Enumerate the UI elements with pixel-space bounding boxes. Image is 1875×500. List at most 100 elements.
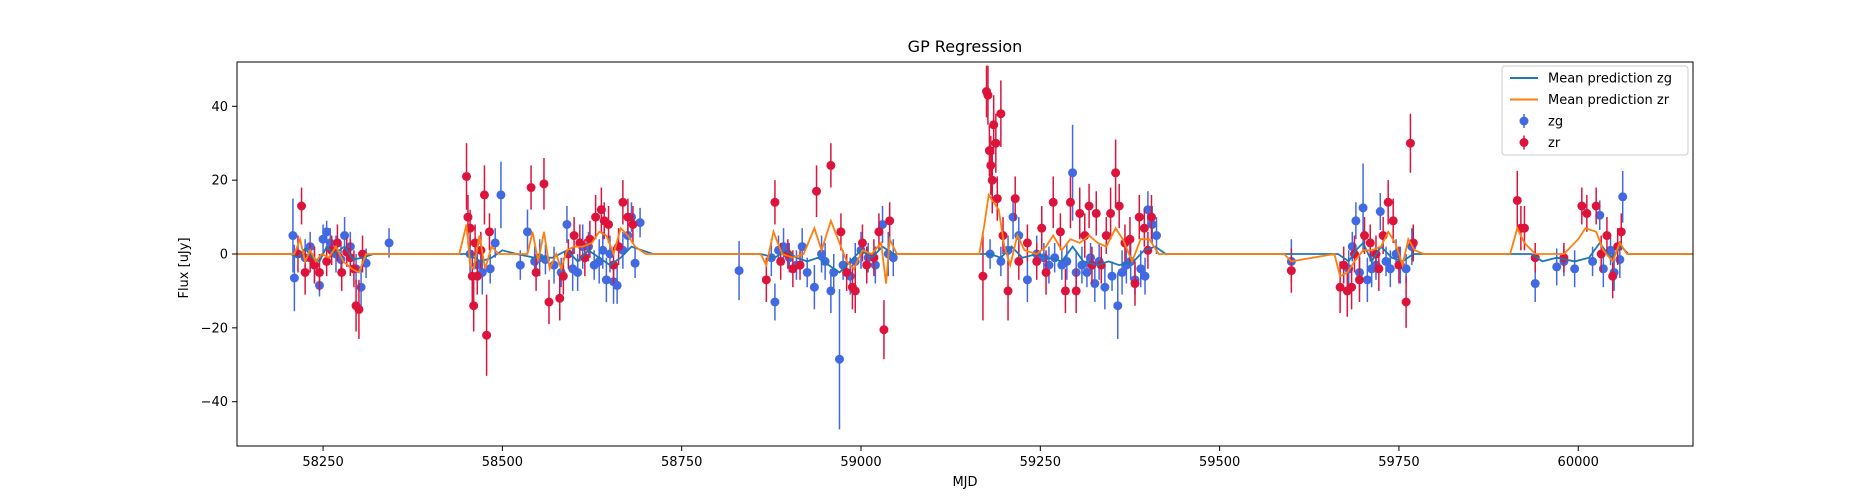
data-point bbox=[1618, 192, 1628, 202]
y-tick-label: 20 bbox=[211, 174, 228, 189]
plot-area bbox=[237, 65, 1693, 430]
data-point bbox=[1117, 267, 1127, 277]
data-point bbox=[322, 256, 332, 266]
data-point bbox=[327, 245, 337, 255]
y-tick-label: 0 bbox=[220, 248, 228, 263]
data-point bbox=[1055, 227, 1065, 237]
data-point bbox=[1383, 197, 1393, 207]
data-point bbox=[1100, 282, 1110, 292]
data-point bbox=[1570, 264, 1580, 274]
data-point bbox=[1060, 286, 1070, 296]
data-point bbox=[1084, 201, 1094, 211]
data-point bbox=[1062, 256, 1072, 266]
data-point bbox=[515, 260, 525, 270]
y-tick-label: −40 bbox=[201, 395, 228, 410]
data-point bbox=[1519, 223, 1529, 233]
data-point bbox=[1041, 267, 1051, 277]
data-point bbox=[1388, 216, 1398, 226]
data-point bbox=[1335, 282, 1345, 292]
data-point bbox=[1602, 231, 1612, 241]
data-point bbox=[761, 275, 771, 285]
data-point bbox=[1008, 212, 1018, 222]
data-point bbox=[337, 267, 347, 277]
legend-label: Mean prediction zg bbox=[1548, 72, 1672, 87]
x-tick-label: 60000 bbox=[1558, 455, 1599, 470]
data-point bbox=[1022, 275, 1032, 285]
data-point bbox=[1385, 264, 1395, 274]
x-tick-label: 58750 bbox=[661, 455, 702, 470]
data-point bbox=[591, 212, 601, 222]
data-point bbox=[1082, 267, 1092, 277]
data-point bbox=[1068, 168, 1078, 178]
data-point bbox=[987, 175, 997, 185]
data-point bbox=[834, 354, 844, 364]
data-point bbox=[1577, 201, 1587, 211]
x-tick-label: 59000 bbox=[840, 455, 881, 470]
data-point bbox=[770, 197, 780, 207]
data-point bbox=[1401, 297, 1411, 307]
data-point bbox=[297, 201, 307, 211]
data-point bbox=[1401, 264, 1411, 274]
data-point bbox=[1582, 208, 1592, 218]
data-point bbox=[795, 260, 805, 270]
data-point bbox=[1616, 227, 1626, 237]
data-point bbox=[1130, 279, 1140, 289]
legend-label: zr bbox=[1548, 136, 1561, 151]
data-point bbox=[1339, 260, 1349, 270]
data-point bbox=[289, 273, 299, 283]
data-point bbox=[1101, 231, 1111, 241]
data-point bbox=[1354, 275, 1364, 285]
data-point bbox=[318, 234, 328, 244]
data-point bbox=[469, 301, 479, 311]
data-point bbox=[1065, 197, 1075, 207]
data-point bbox=[802, 267, 812, 277]
data-point bbox=[462, 171, 472, 181]
legend-item: zg bbox=[1519, 114, 1563, 130]
x-tick-label: 59250 bbox=[1020, 455, 1061, 470]
data-point bbox=[601, 275, 611, 285]
legend-item: Mean prediction zg bbox=[1510, 72, 1672, 87]
data-point bbox=[1125, 234, 1135, 244]
data-point bbox=[1595, 210, 1605, 220]
chart-title: GP Regression bbox=[908, 37, 1023, 56]
data-point bbox=[598, 245, 608, 255]
data-point bbox=[874, 227, 884, 237]
data-point bbox=[826, 160, 836, 170]
legend: Mean prediction zg Mean prediction zr zg zr bbox=[1501, 65, 1689, 156]
data-point bbox=[1010, 194, 1020, 204]
data-point bbox=[734, 266, 744, 276]
data-point bbox=[1351, 216, 1361, 226]
data-point bbox=[604, 219, 614, 229]
data-point bbox=[996, 256, 1006, 266]
data-point bbox=[558, 271, 568, 281]
data-point bbox=[354, 304, 364, 314]
data-point bbox=[817, 249, 827, 259]
data-point bbox=[340, 231, 350, 241]
data-point bbox=[1615, 255, 1625, 265]
data-point bbox=[1152, 231, 1162, 241]
y-tick-label: 40 bbox=[211, 100, 228, 115]
data-point bbox=[797, 242, 807, 252]
x-tick-label: 59750 bbox=[1378, 455, 1419, 470]
data-point bbox=[485, 264, 495, 274]
mean-line-zg bbox=[237, 241, 1693, 274]
data-point bbox=[879, 325, 889, 335]
legend-marker-swatch bbox=[1519, 116, 1529, 126]
data-point bbox=[1071, 286, 1081, 296]
data-point bbox=[555, 293, 565, 303]
data-point bbox=[978, 271, 988, 281]
data-point bbox=[531, 267, 541, 277]
data-point bbox=[482, 330, 492, 340]
data-point bbox=[878, 219, 888, 229]
data-point bbox=[1107, 271, 1117, 281]
data-point bbox=[870, 260, 880, 270]
legend-item: zr bbox=[1519, 135, 1561, 151]
data-point bbox=[885, 216, 895, 226]
axes: 58250 58500 58750 59000 59250 59500 59750 60000… bbox=[201, 61, 1694, 470]
data-point bbox=[1106, 208, 1116, 218]
data-point bbox=[1086, 253, 1096, 263]
data-point bbox=[618, 197, 628, 207]
data-point bbox=[1113, 301, 1123, 311]
data-point bbox=[1358, 203, 1368, 213]
data-point bbox=[1136, 264, 1146, 274]
